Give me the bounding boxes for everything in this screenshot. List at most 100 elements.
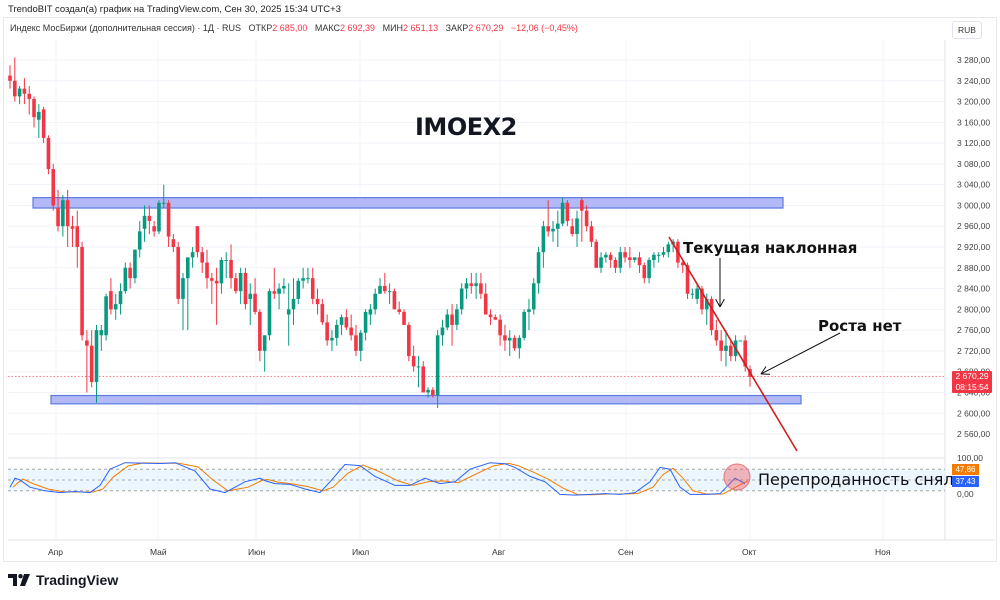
time-axis-label: Июн — [248, 547, 266, 557]
candle — [483, 293, 488, 315]
candle — [253, 293, 257, 312]
candle — [704, 298, 709, 310]
candle — [8, 75, 12, 81]
candle — [56, 208, 60, 227]
candle — [51, 169, 56, 206]
candle — [325, 322, 329, 341]
no-growth-arrow-icon — [760, 332, 841, 375]
symbol-legend: Индекс МосБиржи (дополнительная сессия) … — [10, 23, 578, 33]
candle — [531, 283, 536, 310]
candle — [61, 200, 65, 227]
currency-button[interactable]: RUB — [952, 21, 982, 39]
close-value: 2 670,29 — [468, 23, 504, 33]
candle — [397, 309, 402, 312]
candle — [89, 345, 94, 383]
candle — [738, 340, 743, 342]
chart-credit: TrendoBIT создал(а) график на TradingVie… — [8, 4, 341, 15]
candle — [80, 246, 84, 336]
candle — [546, 226, 550, 232]
candle — [286, 309, 291, 315]
candle — [387, 291, 392, 293]
tradingview-logo[interactable]: TradingView — [8, 572, 118, 588]
candle — [349, 327, 353, 336]
candle — [128, 267, 132, 279]
candle — [628, 257, 632, 260]
candle — [267, 291, 272, 336]
candle — [421, 366, 426, 393]
symbol-name[interactable]: Индекс МосБиржи (дополнительная сессия) … — [10, 23, 242, 33]
candle — [392, 291, 397, 310]
candle — [498, 319, 502, 336]
candle — [171, 239, 176, 247]
oversold-highlight-circle — [723, 463, 751, 491]
candle — [330, 337, 334, 341]
candle — [383, 285, 387, 292]
candle — [416, 366, 421, 368]
candle — [517, 337, 522, 349]
candle — [623, 252, 627, 258]
high-label: МАКС — [314, 23, 341, 33]
candle — [94, 330, 99, 383]
candle — [75, 226, 80, 247]
candle — [474, 283, 478, 286]
price-axis-label: 3 280,00 — [957, 55, 990, 65]
open-label: ОТКР — [248, 23, 273, 33]
candle — [301, 278, 305, 281]
support-resistance-zone[interactable] — [50, 394, 802, 405]
candle — [306, 278, 310, 280]
candle — [157, 202, 161, 232]
candle — [166, 202, 171, 237]
candle — [411, 356, 416, 367]
candle — [637, 257, 642, 266]
candle — [541, 226, 546, 253]
price-axis-label: 3 040,00 — [957, 180, 990, 190]
candle — [13, 80, 17, 97]
candle — [354, 335, 358, 351]
time-axis-label: Авг — [492, 547, 506, 557]
support-resistance-zone[interactable] — [32, 197, 784, 209]
high-value: 2 692,39 — [340, 23, 376, 33]
candle — [652, 254, 656, 260]
candle — [555, 223, 560, 229]
candle — [181, 278, 185, 299]
candle — [190, 252, 195, 258]
candle — [27, 93, 32, 99]
candle — [243, 272, 248, 305]
tradingview-logo-text: TradingView — [36, 572, 119, 588]
candle — [714, 330, 719, 341]
candle — [41, 109, 46, 138]
candle — [147, 215, 152, 222]
stoch-d-line — [12, 462, 749, 496]
candle — [32, 98, 36, 118]
candle — [724, 345, 728, 351]
candle — [195, 226, 200, 253]
candle — [459, 288, 464, 310]
candle — [743, 340, 747, 367]
candle — [142, 215, 147, 229]
candle — [431, 389, 435, 396]
trendline[interactable] — [668, 236, 798, 452]
chart-frame — [3, 17, 997, 562]
candle — [229, 259, 233, 279]
candle — [604, 254, 608, 258]
last-price-tag: 2 670,29 08:15:54 — [952, 371, 992, 393]
candle — [728, 345, 733, 357]
candle — [402, 311, 406, 325]
candle — [176, 246, 180, 299]
svg-text:100,00: 100,00 — [957, 453, 983, 463]
candle — [527, 309, 531, 312]
candle — [440, 327, 445, 336]
candle — [575, 218, 579, 234]
candle — [334, 324, 339, 338]
time-axis-label: Апр — [48, 547, 63, 557]
candle — [109, 291, 113, 310]
candle — [613, 259, 618, 268]
price-axis-label: 2 880,00 — [957, 263, 990, 273]
candle — [469, 283, 474, 286]
candle — [632, 257, 637, 260]
candle — [22, 88, 27, 94]
candle — [656, 254, 661, 256]
candle — [709, 298, 714, 331]
candle — [373, 293, 377, 310]
